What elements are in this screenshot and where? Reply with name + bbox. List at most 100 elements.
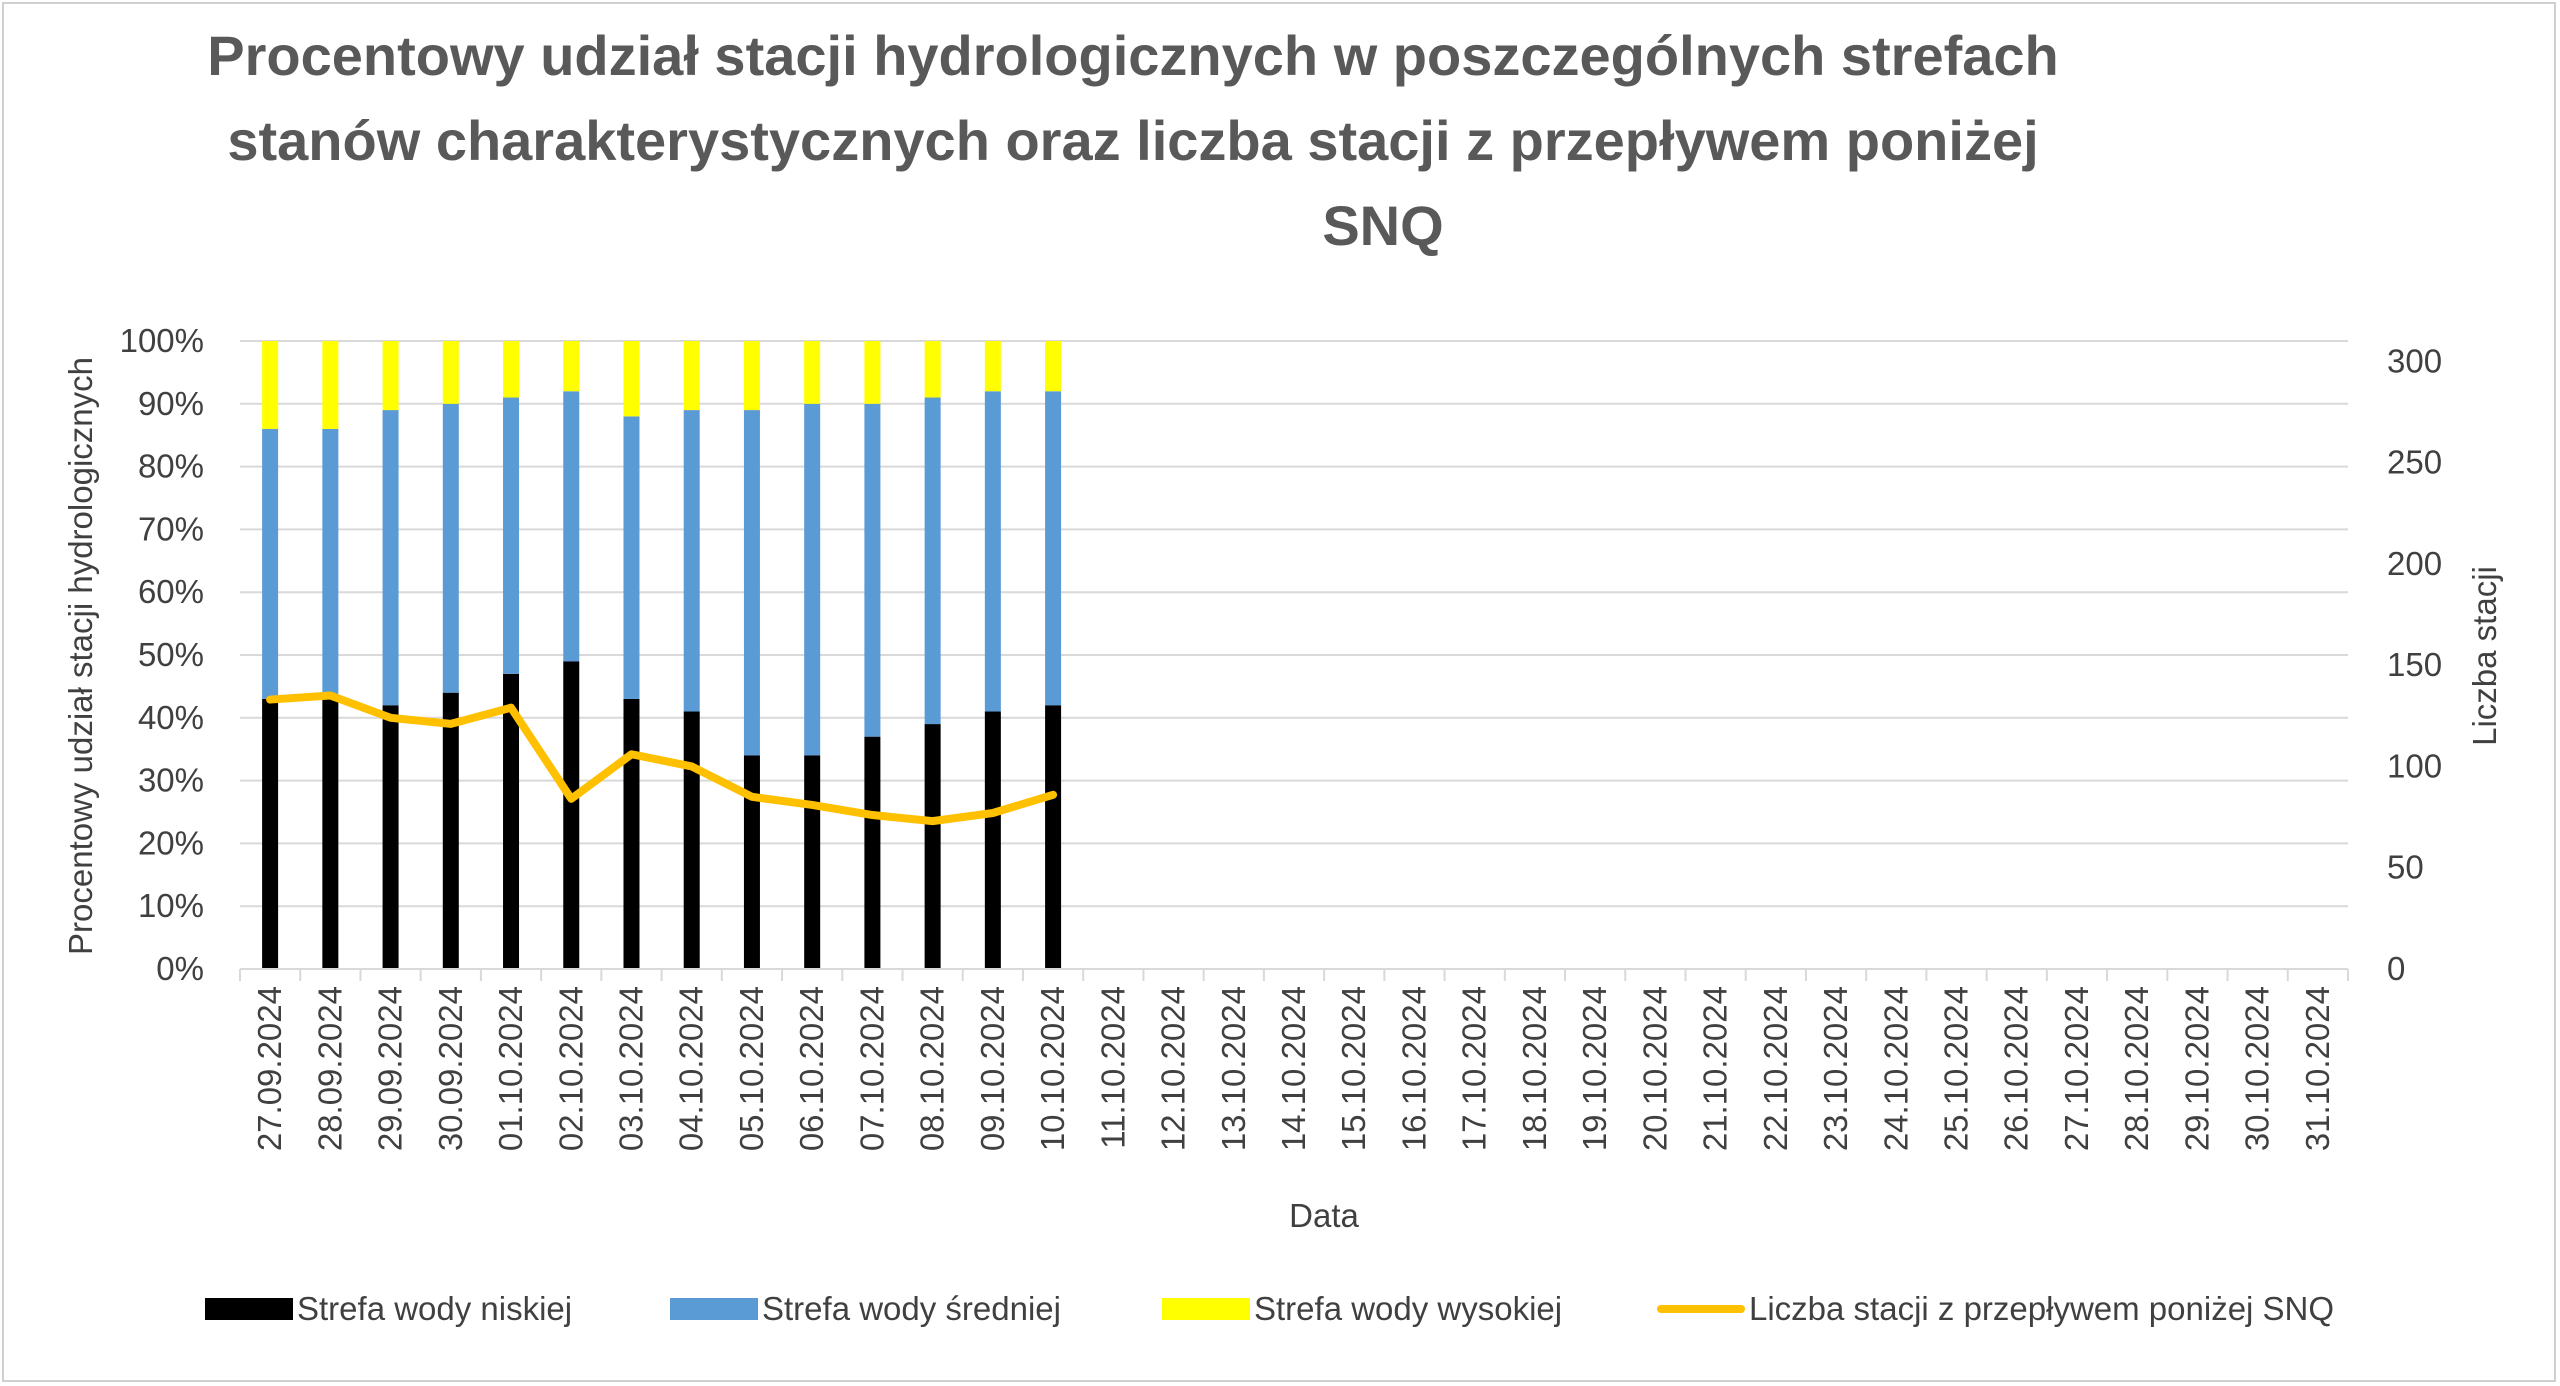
axes	[239, 968, 2349, 981]
bar-segment	[503, 673, 520, 969]
bar-segment	[1045, 705, 1062, 969]
y-right-tick-label: 200	[2387, 545, 2442, 582]
legend-swatch	[670, 1298, 758, 1320]
x-tick-label: 21.10.2024	[1697, 986, 1734, 1151]
y-left-tick-label: 90%	[138, 385, 204, 422]
bar-segment	[382, 410, 399, 706]
bar-segment	[804, 403, 821, 756]
y-left-tick-label: 50%	[138, 636, 204, 673]
bar-segment	[984, 391, 1001, 712]
y-left-tick-label: 20%	[138, 824, 204, 861]
bar-segment	[984, 341, 1001, 392]
bar-segment	[924, 397, 941, 725]
y-left-tick-label: 0%	[156, 950, 204, 987]
right-axis-ticks: 0 50 100 150 200 250 300	[2387, 342, 2442, 987]
bar-segment	[262, 428, 279, 699]
legend-swatch	[205, 1298, 293, 1320]
bar-segment	[442, 403, 459, 693]
bar-segment	[683, 410, 700, 712]
line-series	[266, 691, 1058, 826]
x-tick-label: 14.10.2024	[1275, 986, 1312, 1151]
x-tick-label: 26.10.2024	[1998, 986, 2035, 1151]
y-right-tick-label: 250	[2387, 444, 2442, 481]
bar-segment	[804, 341, 821, 404]
bar-segment	[262, 698, 279, 969]
bar-segment	[563, 391, 580, 662]
x-tick-label: 02.10.2024	[552, 986, 589, 1151]
chart-title-line-3: SNQ	[1322, 194, 1443, 257]
legend-swatch	[1162, 1298, 1250, 1320]
bar-segment	[683, 341, 700, 411]
x-tick-label: 25.10.2024	[1938, 986, 1975, 1151]
bar-segment	[382, 705, 399, 969]
gridlines	[240, 340, 2348, 908]
x-tick-label: 24.10.2024	[1877, 986, 1914, 1151]
x-tick-label: 27.09.2024	[251, 986, 288, 1151]
x-tick-label: 20.10.2024	[1636, 986, 1673, 1151]
x-tick-label: 29.10.2024	[2178, 986, 2215, 1151]
bar-segment	[743, 410, 760, 756]
y-left-tick-label: 70%	[138, 510, 204, 547]
x-tick-label: 13.10.2024	[1215, 986, 1252, 1151]
x-tick-label: 15.10.2024	[1335, 986, 1372, 1151]
x-tick-label: 31.10.2024	[2299, 986, 2336, 1151]
x-tick-label: 16.10.2024	[1395, 986, 1432, 1151]
chart-title: Procentowy udział stacji hydrologicznych…	[207, 24, 2059, 257]
y-right-tick-label: 50	[2387, 849, 2424, 886]
x-tick-label: 05.10.2024	[733, 986, 770, 1151]
bar-segment	[743, 755, 760, 969]
x-tick-label: 12.10.2024	[1155, 986, 1192, 1151]
y-left-tick-label: 60%	[138, 573, 204, 610]
x-tick-label: 18.10.2024	[1516, 986, 1553, 1151]
y-left-tick-label: 40%	[138, 699, 204, 736]
chart-title-line-1: Procentowy udział stacji hydrologicznych…	[207, 24, 2059, 87]
x-axis-ticks: 27.09.2024 28.09.2024 29.09.2024 30.09.2024…	[251, 986, 2336, 1151]
bar-segment	[503, 397, 520, 674]
x-tick-label: 06.10.2024	[793, 986, 830, 1151]
bar-segment	[382, 341, 399, 411]
bar-segment	[322, 698, 339, 969]
x-tick-label: 11.10.2024	[1094, 986, 1131, 1149]
bar-segment	[322, 428, 339, 699]
y-left-tick-label: 80%	[138, 448, 204, 485]
x-tick-label: 30.09.2024	[432, 986, 469, 1151]
bar-segment	[924, 724, 941, 969]
legend-label: Strefa wody średniej	[762, 1290, 1061, 1327]
bar-segment	[924, 341, 941, 398]
x-tick-label: 28.09.2024	[311, 986, 348, 1151]
bar-segment	[984, 711, 1001, 969]
x-tick-label: 09.10.2024	[974, 986, 1011, 1151]
bar-segment	[623, 416, 640, 699]
x-tick-label: 01.10.2024	[492, 986, 529, 1151]
x-axis-label: Data	[1289, 1197, 1359, 1234]
chart-title-line-2: stanów charakterystycznych oraz liczba s…	[227, 109, 2038, 172]
y-right-tick-label: 0	[2387, 950, 2405, 987]
y-left-tick-label: 10%	[138, 887, 204, 924]
y-right-tick-label: 100	[2387, 747, 2442, 784]
legend: Strefa wody niskiej Strefa wody średniej S…	[205, 1290, 2334, 1327]
bar-segment	[864, 736, 881, 969]
bar-segment	[743, 341, 760, 411]
series-line	[266, 691, 1058, 826]
bar-segment	[262, 341, 279, 429]
bar-segment	[1045, 341, 1062, 392]
y-left-tick-label: 100%	[120, 322, 204, 359]
bar-segment	[563, 661, 580, 969]
bar-segment	[804, 755, 821, 969]
y-left-tick-label: 30%	[138, 762, 204, 799]
legend-label: Liczba stacji z przepływem poniżej SNQ	[1749, 1290, 2334, 1327]
x-tick-label: 19.10.2024	[1576, 986, 1613, 1151]
bar-segment	[442, 692, 459, 969]
bar-segment	[864, 403, 881, 737]
y-axis-left-label: Procentowy udział stacji hydrologicznych	[62, 357, 99, 955]
legend-label: Strefa wody niskiej	[297, 1290, 572, 1327]
x-tick-label: 22.10.2024	[1757, 986, 1794, 1151]
x-tick-label: 27.10.2024	[2058, 986, 2095, 1151]
x-tick-label: 10.10.2024	[1034, 986, 1071, 1151]
x-tick-label: 08.10.2024	[914, 986, 951, 1151]
bar-segment	[683, 711, 700, 969]
bar-segment	[322, 341, 339, 429]
bar-segment	[623, 698, 640, 969]
